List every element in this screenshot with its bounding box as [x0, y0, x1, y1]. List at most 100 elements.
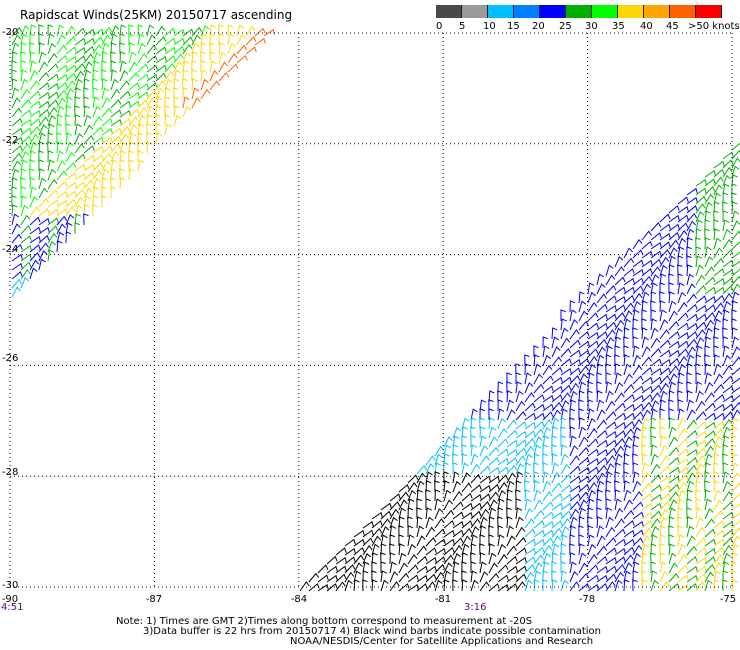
wind-barb: [11, 186, 17, 199]
wind-barb: [83, 105, 90, 118]
wind-barb: [632, 345, 640, 358]
wind-barb: [47, 232, 58, 244]
wind-barb: [488, 475, 500, 484]
wind-barb: [713, 520, 725, 529]
wind-barb: [731, 283, 740, 295]
wind-barb: [587, 481, 598, 493]
wind-barb: [524, 556, 536, 565]
wind-barb: [434, 508, 444, 520]
wind-barb: [173, 96, 179, 109]
wind-barb: [479, 552, 486, 565]
wind-barb: [119, 125, 131, 136]
wind-barb: [425, 471, 433, 484]
wind-barb: [641, 291, 650, 304]
wind-barb: [506, 555, 518, 565]
wind-barb: [434, 471, 440, 484]
wind-barb: [65, 72, 77, 82]
wind-barb: [569, 329, 580, 340]
wind-barb: [659, 375, 671, 385]
wind-barb: [704, 319, 715, 331]
wind-barb: [677, 489, 686, 502]
wind-barb: [20, 159, 28, 172]
wind-barb: [587, 312, 599, 322]
wind-barb: [695, 390, 704, 403]
wind-barb: [119, 133, 130, 145]
wind-barb: [704, 193, 715, 205]
wind-barb: [551, 462, 560, 475]
wind-barb: [614, 579, 623, 592]
wind-barb: [722, 426, 731, 439]
wind-barb: [551, 482, 562, 493]
wind-barb: [677, 399, 684, 412]
wind-barb: [704, 246, 712, 259]
wind-barb: [542, 418, 553, 430]
wind-barb: [101, 87, 110, 100]
wind-barb: [632, 511, 644, 520]
wind-barb: [155, 80, 166, 91]
lat-label: -30: [2, 580, 19, 591]
wind-barb: [578, 562, 589, 574]
wind-barb: [362, 529, 374, 538]
lon-label: -87: [145, 594, 163, 605]
wind-barb: [83, 134, 95, 145]
wind-barb: [623, 520, 635, 529]
wind-barb: [83, 53, 94, 64]
wind-barb: [155, 36, 167, 46]
wind-barb: [614, 266, 625, 277]
wind-barb: [524, 518, 535, 529]
wind-barb: [578, 310, 588, 322]
wind-barb: [596, 480, 605, 493]
wind-barb: [722, 174, 732, 187]
wind-barb: [605, 463, 615, 475]
wind-barb: [137, 42, 147, 55]
wind-barb: [605, 573, 617, 583]
wind-barb: [110, 88, 121, 100]
wind-barb: [452, 537, 464, 547]
wind-barb: [596, 409, 606, 421]
wind-barb: [515, 526, 526, 538]
wind-barb: [515, 455, 526, 466]
wind-barb: [623, 509, 635, 520]
wind-barb: [677, 255, 684, 268]
wind-barb: [74, 37, 86, 46]
wind-barb: [551, 376, 563, 385]
wind-barb: [659, 273, 667, 286]
wind-barb: [56, 160, 66, 172]
wind-barb: [614, 319, 625, 331]
wind-barb: [614, 304, 626, 313]
wind-barb: [587, 583, 599, 592]
wind-barb: [47, 168, 57, 181]
wind-barb: [29, 186, 37, 199]
wind-barb: [614, 392, 625, 403]
wind-barb: [704, 453, 713, 466]
wind-barb: [596, 457, 608, 466]
wind-barb: [110, 127, 122, 136]
wind-barb: [659, 264, 668, 277]
wind-barb: [236, 54, 248, 64]
wind-barb: [614, 508, 624, 520]
wind-barb: [38, 250, 48, 262]
lon-label: -90: [1, 594, 19, 605]
wind-barb: [623, 480, 630, 493]
wind-barb: [128, 82, 140, 91]
wind-barb: [416, 545, 427, 556]
wind-barb: [578, 483, 590, 493]
wind-barb: [659, 241, 671, 250]
wind-barb: [551, 417, 560, 430]
wind-barb: [659, 571, 669, 583]
wind-barb: [722, 336, 729, 349]
wind-barb: [695, 400, 706, 412]
wind-barb: [677, 525, 684, 538]
wind-barb: [506, 448, 518, 457]
wind-barb: [164, 62, 176, 73]
wind-barb: [650, 222, 662, 232]
wind-barb: [92, 126, 104, 136]
wind-barb: [407, 498, 415, 511]
wind-barb: [632, 544, 643, 556]
wind-barb: [515, 439, 527, 448]
wind-barb: [38, 100, 50, 109]
wind-barb: [632, 529, 644, 538]
wind-barb: [713, 201, 720, 214]
wind-barb: [47, 199, 59, 208]
wind-barb: [443, 529, 455, 538]
